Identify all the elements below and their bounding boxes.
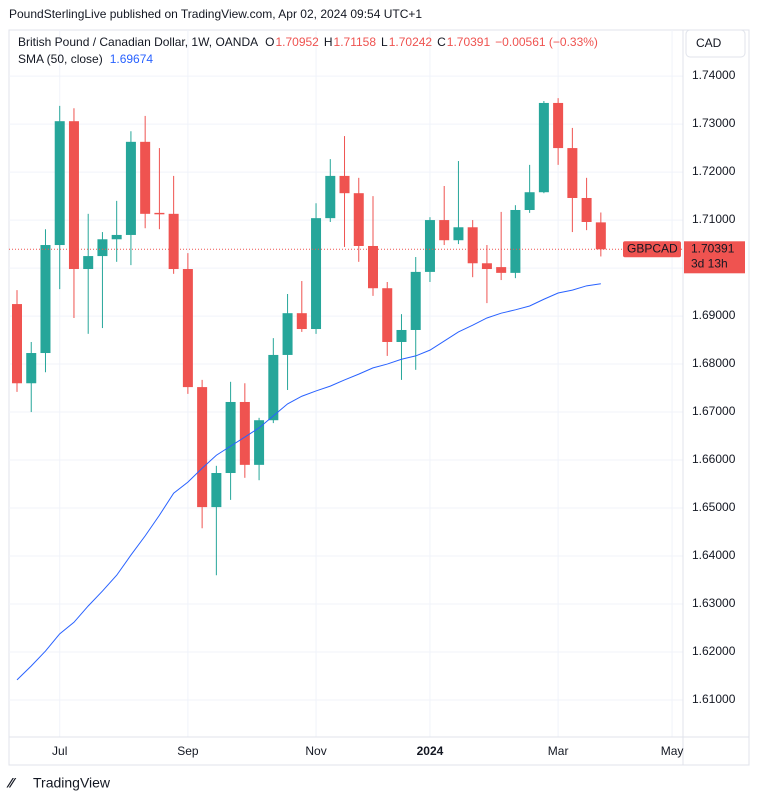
sma-value: 1.69674 <box>110 52 154 66</box>
symbol-tag-label: GBPCAD <box>627 241 678 255</box>
y-tick-label: 1.65000 <box>692 500 736 514</box>
candle-body <box>353 193 364 246</box>
y-tick-label: 1.61000 <box>692 692 736 706</box>
y-tick-label: 1.68000 <box>692 356 736 370</box>
candle-body <box>510 209 521 273</box>
y-tick-label: 1.71000 <box>692 212 736 226</box>
candle-body <box>26 353 37 384</box>
candle-body <box>268 354 279 421</box>
y-tick-label: 1.69000 <box>692 308 736 322</box>
currency-button[interactable] <box>685 29 746 58</box>
y-tick-label: 1.72000 <box>692 164 736 178</box>
candle-body <box>296 313 307 330</box>
candle-body <box>40 245 51 354</box>
candle-body <box>54 121 65 246</box>
candle-body <box>254 420 265 465</box>
candle-body <box>12 304 22 384</box>
y-tick-label: 1.63000 <box>692 596 736 610</box>
candle-body <box>154 212 165 215</box>
ohlc-value: 1.70391 <box>447 35 491 49</box>
candle-body <box>168 213 179 270</box>
candle-body <box>239 401 250 465</box>
candle-body <box>368 245 378 289</box>
candle-body <box>68 121 79 270</box>
candle-body <box>595 222 606 250</box>
candle-body <box>97 239 108 257</box>
candle-body <box>311 218 322 330</box>
candle-body <box>125 141 136 235</box>
y-tick-label: 1.73000 <box>692 116 736 130</box>
change-value: −0.00561 (−0.33%) <box>495 35 598 49</box>
chart-frame <box>8 29 750 766</box>
price-tag-value: 1.70391 <box>691 241 735 255</box>
price-tag-countdown: 3d 13h <box>691 256 728 270</box>
y-tick-label: 1.67000 <box>692 404 736 418</box>
candle-body <box>325 175 336 219</box>
candle-body <box>467 227 478 264</box>
x-tick-label: Sep <box>177 744 199 758</box>
ohlc-value: 1.71158 <box>334 35 377 49</box>
candle-body <box>524 192 535 210</box>
candle-body <box>83 256 94 270</box>
candle-body <box>567 148 578 198</box>
symbol-tag <box>623 241 681 258</box>
ohlc-value: 1.70242 <box>389 35 433 49</box>
y-tick-label: 1.66000 <box>692 452 736 466</box>
candle-body <box>211 473 222 508</box>
ohlc-label: H <box>324 35 333 49</box>
ohlc-value: 1.70952 <box>275 35 319 49</box>
currency-label[interactable]: CAD <box>696 36 722 50</box>
ohlc-label: C <box>437 35 446 49</box>
candle-body <box>197 387 208 508</box>
candle-body <box>481 263 492 270</box>
price-tag <box>684 241 745 274</box>
candle-body <box>182 269 193 388</box>
x-tick-label: Jul <box>52 744 67 758</box>
brand-name: TradingView <box>33 775 111 791</box>
candle-body <box>111 234 122 240</box>
candle-body <box>282 313 293 355</box>
candle-body <box>410 271 421 330</box>
ohlc-label: L <box>381 35 388 49</box>
candle-body <box>424 220 435 272</box>
candle-body <box>538 102 549 193</box>
candle-body <box>382 288 393 342</box>
x-tick-label: Mar <box>548 744 569 758</box>
y-tick-label: 1.62000 <box>692 644 736 658</box>
candle-body <box>453 227 464 241</box>
brand-logo: ⁄⁄ <box>6 775 16 791</box>
grid <box>9 30 683 737</box>
candle-body <box>225 401 236 474</box>
candle-body <box>496 267 507 273</box>
y-tick-label: 1.74000 <box>692 68 736 82</box>
x-tick-label: May <box>661 744 684 758</box>
x-tick-label: 2024 <box>417 744 444 758</box>
sma-legend: SMA (50, close) <box>18 52 103 66</box>
candle-body <box>581 197 592 222</box>
x-tick-label: Nov <box>305 744 326 758</box>
published-note: PoundSterlingLive published on TradingVi… <box>9 7 422 21</box>
symbol-title: British Pound / Canadian Dollar, 1W, OAN… <box>18 35 258 49</box>
sma-line <box>16 283 601 681</box>
candle-body <box>396 329 407 342</box>
plot <box>9 98 683 681</box>
candle-body <box>140 141 151 214</box>
ohlc-label: O <box>265 35 274 49</box>
y-tick-label: 1.64000 <box>692 548 736 562</box>
candle-body <box>439 220 450 241</box>
candle-body <box>553 102 564 149</box>
candle-body <box>339 175 350 194</box>
